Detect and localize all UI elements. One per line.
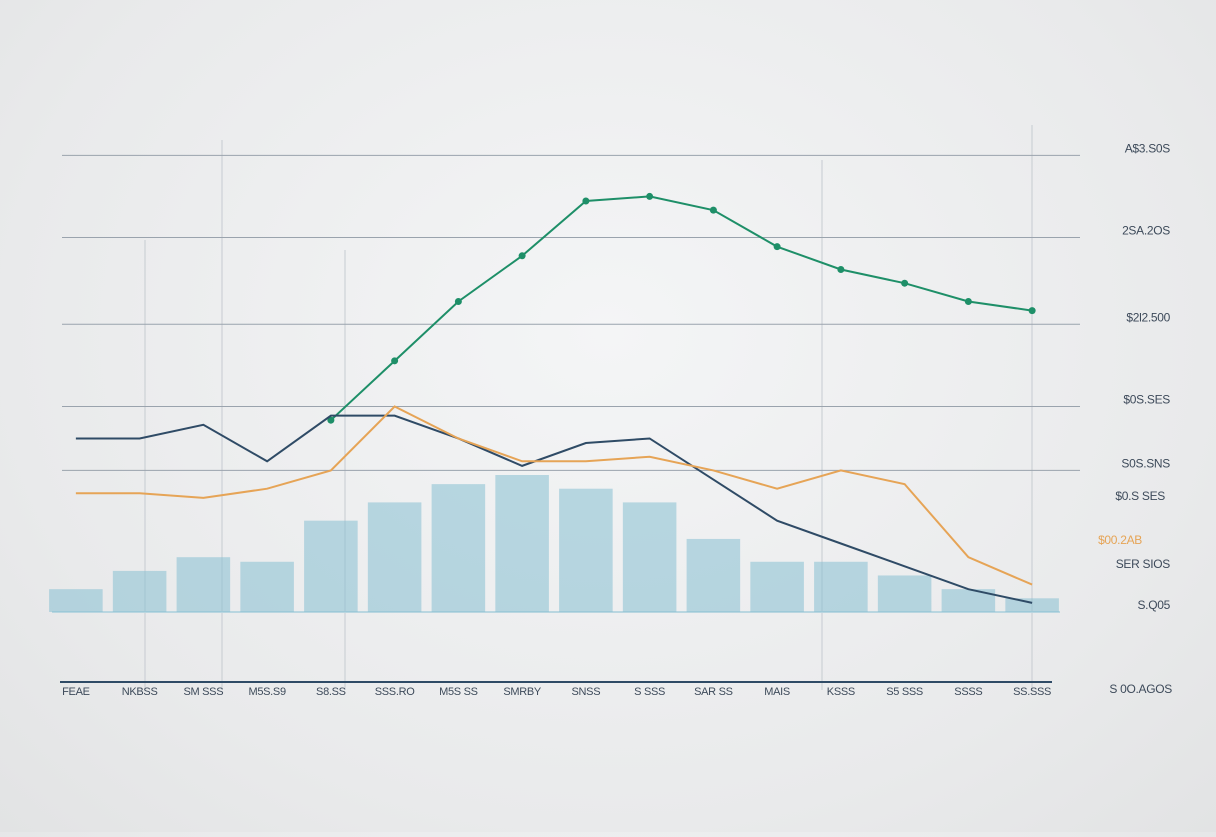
x-tick-label: M5S SS — [439, 686, 478, 698]
point — [709, 206, 717, 214]
line-series — [75, 405, 1033, 586]
x-tick-label: SMRBY — [503, 686, 542, 698]
y-tick-label: 2SA.2OS — [1122, 224, 1170, 238]
bar — [750, 561, 804, 612]
x-tick-label: SS.SSS — [1013, 686, 1051, 698]
point — [327, 416, 335, 424]
x-tick-label: SSSS — [954, 686, 982, 698]
point — [901, 279, 909, 287]
bar — [814, 561, 868, 612]
annotation: S 0O.AGOS — [1109, 682, 1172, 696]
point — [582, 197, 590, 205]
point — [1028, 307, 1036, 315]
bar — [367, 502, 422, 612]
x-tick-label: S SSS — [634, 686, 665, 698]
bar — [431, 484, 486, 612]
x-tick-label: SAR SS — [694, 686, 733, 698]
bar — [112, 570, 167, 612]
y-tick-label: S0S.SNS — [1121, 457, 1170, 471]
x-tick-label: KSSS — [827, 686, 855, 698]
annotation: SER SIOS — [1116, 557, 1171, 571]
x-tick-label: M5S.S9 — [248, 686, 286, 698]
point — [518, 252, 526, 260]
bar — [622, 502, 677, 612]
point — [837, 266, 845, 273]
annotation: $0.S SES — [1115, 489, 1165, 503]
y-tick-label: S.Q05 — [1137, 598, 1170, 612]
x-tick-label: NKBSS — [122, 686, 158, 698]
bar — [877, 575, 932, 612]
bar — [686, 538, 741, 612]
point — [964, 297, 972, 305]
point — [773, 243, 781, 251]
x-tick-label: S8.SS — [316, 686, 346, 698]
bar — [49, 589, 103, 612]
bar — [304, 520, 358, 612]
annotation: $00.2AB — [1098, 533, 1142, 547]
bar — [176, 557, 231, 612]
y-tick-label: $0S.SES — [1123, 393, 1170, 407]
x-tick-label: SSS.RO — [375, 686, 416, 698]
bar — [559, 488, 613, 612]
y-tick-label: $2l2.500 — [1126, 310, 1170, 324]
x-tick-label: SNSS — [571, 686, 600, 698]
point — [646, 192, 654, 200]
bar — [941, 589, 996, 612]
point — [454, 297, 462, 305]
bar — [1005, 598, 1059, 612]
point — [391, 357, 399, 365]
x-tick-label: SM SSS — [183, 686, 223, 698]
line-series — [75, 414, 1033, 604]
y-tick-label: A$3.S0S — [1125, 142, 1171, 156]
x-tick-label: FEAE — [62, 686, 90, 698]
bar — [240, 561, 294, 612]
bar — [495, 475, 549, 612]
x-tick-label: MAIS — [764, 686, 790, 698]
line-series — [330, 195, 1033, 421]
x-tick-label: S5 SSS — [886, 686, 923, 698]
